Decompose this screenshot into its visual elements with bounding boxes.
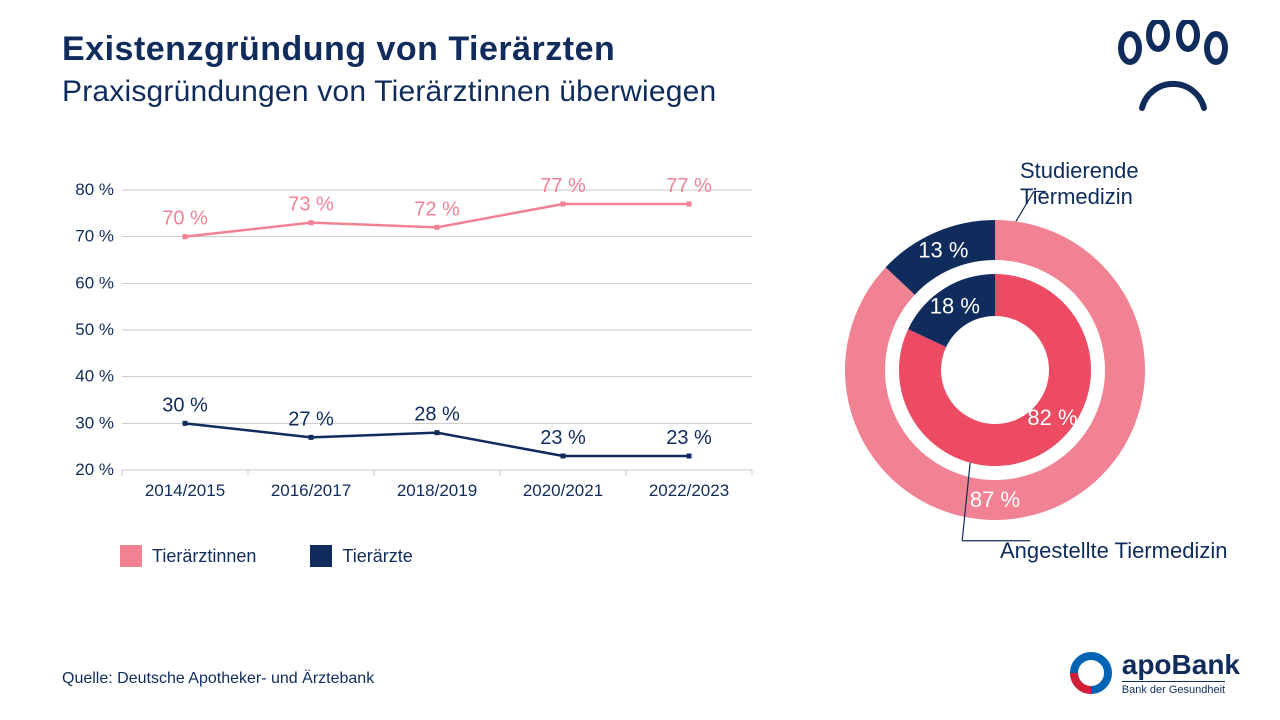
logo-icon [1068,650,1114,696]
svg-text:2016/2017: 2016/2017 [271,481,351,500]
svg-text:23 %: 23 % [666,427,712,449]
svg-text:18 %: 18 % [930,294,980,319]
svg-text:72 %: 72 % [414,198,460,220]
svg-text:30 %: 30 % [75,413,114,432]
svg-text:20 %: 20 % [75,460,114,479]
svg-text:2022/2023: 2022/2023 [649,481,729,500]
svg-text:77 %: 77 % [666,175,712,197]
svg-text:40 %: 40 % [75,367,114,386]
svg-text:60 %: 60 % [75,273,114,292]
svg-text:2018/2019: 2018/2019 [397,481,477,500]
chart-legend: Tierärztinnen Tierärzte [120,545,413,567]
svg-text:50 %: 50 % [75,320,114,339]
paw-icon [1112,20,1232,120]
svg-text:77 %: 77 % [540,175,586,197]
legend-item-female: Tierärztinnen [120,545,256,567]
svg-text:70 %: 70 % [75,227,114,246]
logo-main: apoBank [1122,649,1240,681]
svg-text:23 %: 23 % [540,427,586,449]
legend-swatch [120,545,142,567]
svg-text:2014/2015: 2014/2015 [145,481,225,500]
logo-text: apoBank Bank der Gesundheit [1122,649,1240,696]
svg-text:87 %: 87 % [970,487,1020,512]
svg-text:27 %: 27 % [288,408,334,430]
donut-label-top: Studierende Tiermedizin [1020,158,1230,210]
legend-label: Tierärztinnen [152,546,256,567]
donut-label-bottom: Angestellte Tiermedizin [1000,538,1227,564]
source-text: Quelle: Deutsche Apotheker- und Ärzteban… [62,670,374,688]
donut-svg: 13 % 18 % 82 % 87 % [830,170,1230,570]
svg-text:13 %: 13 % [918,238,968,263]
page-title: Existenzgründung von Tierärzten [62,30,716,69]
svg-text:28 %: 28 % [414,404,460,426]
legend-swatch [310,545,332,567]
svg-text:80 %: 80 % [75,180,114,199]
donut-chart: Studierende Tiermedizin 13 %18 %82 %87 %… [830,170,1230,570]
page-subtitle: Praxisgründungen von Tierärztinnen überw… [62,75,716,109]
legend-label: Tierärzte [342,546,412,567]
header: Existenzgründung von Tierärzten Praxisgr… [62,30,716,109]
legend-item-male: Tierärzte [310,545,412,567]
svg-text:73 %: 73 % [288,194,334,216]
svg-text:30 %: 30 % [162,394,208,416]
svg-text:82 %: 82 % [1027,405,1077,430]
line-chart: 20 % 30 % 40 % 50 % 60 % 70 % 80 % 2014/2015 201… [62,170,762,520]
brand-logo: apoBank Bank der Gesundheit [1068,649,1240,696]
logo-sub: Bank der Gesundheit [1122,681,1225,696]
svg-text:2020/2021: 2020/2021 [523,481,603,500]
svg-text:70 %: 70 % [162,208,208,230]
